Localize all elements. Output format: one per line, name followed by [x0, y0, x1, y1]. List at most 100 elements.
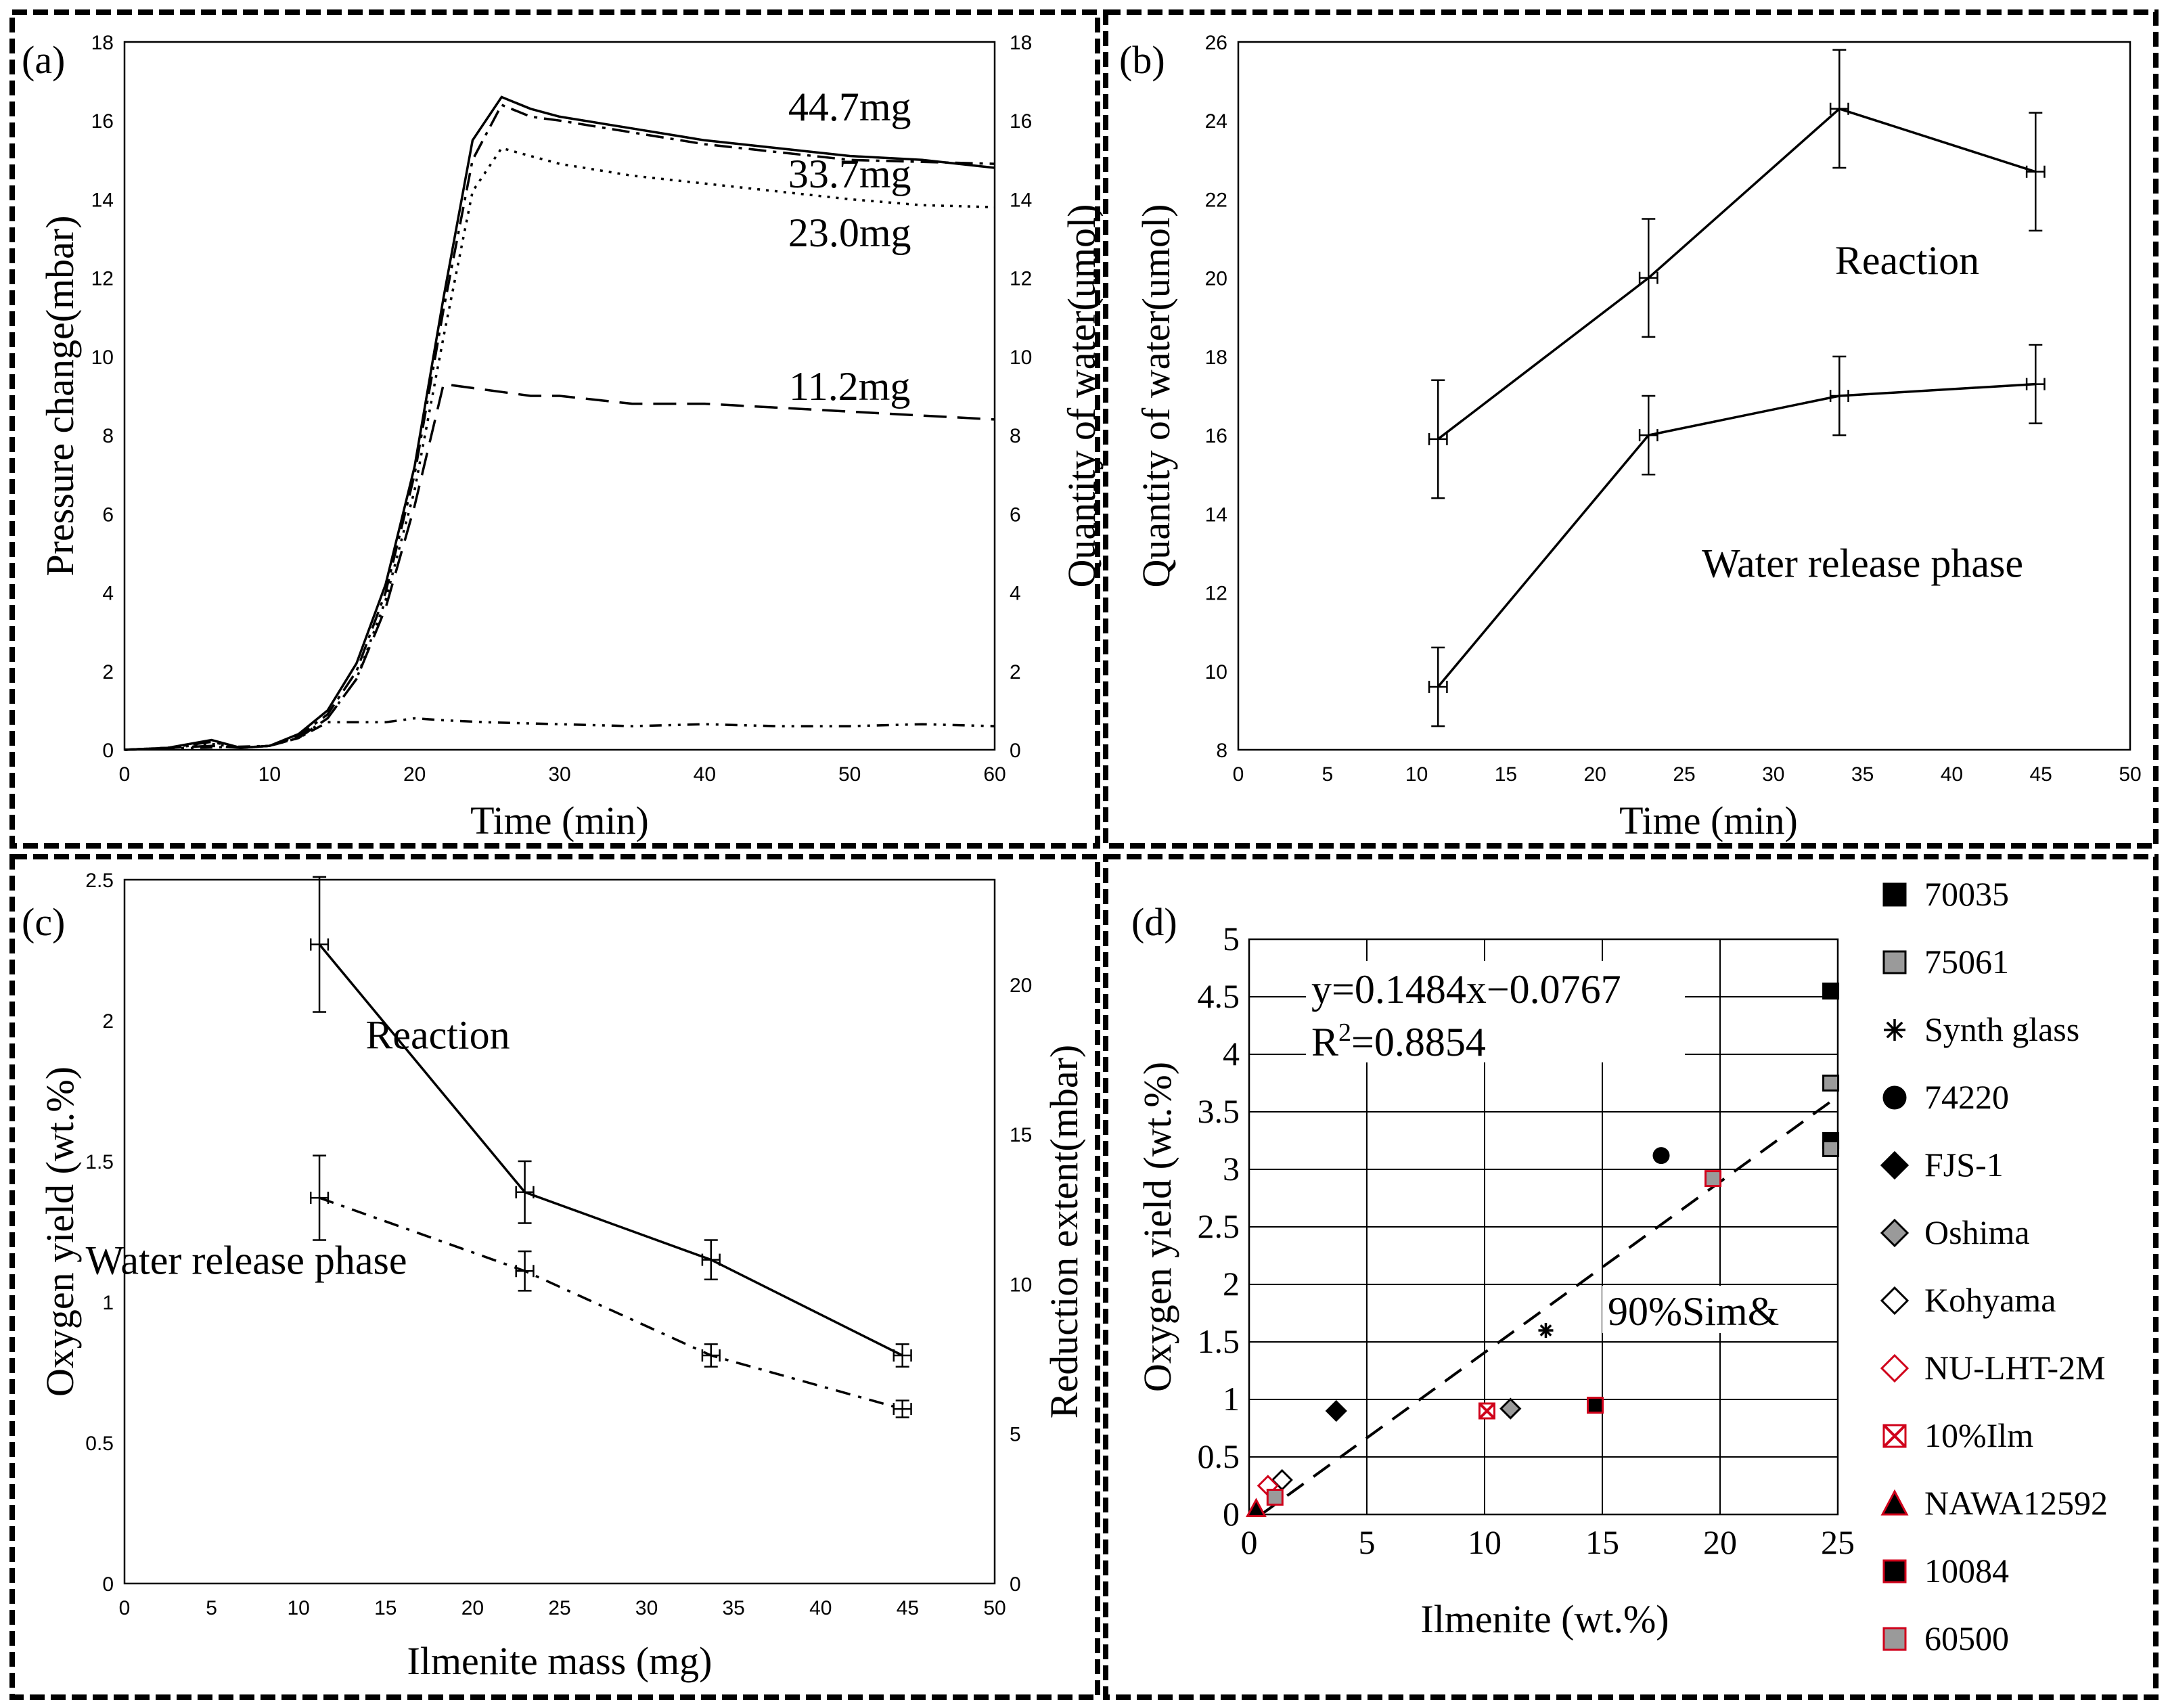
data-point-60500 [1266, 1489, 1284, 1506]
x-tick-label: 50 [2119, 763, 2141, 786]
x-tick-label: 45 [2030, 763, 2052, 786]
x-tick-label: 20 [461, 1597, 484, 1619]
fit-line [1260, 1098, 1834, 1516]
legend-marker [1880, 1489, 1909, 1516]
legend-item: 74220 [1882, 1078, 2009, 1116]
panel-d-y-ticks: 0 0.5 1 1.5 2 2.5 3 3.5 4 4.5 5 [1198, 920, 1240, 1533]
legend-label: NU-LHT-2M [1924, 1349, 2106, 1387]
y-tick-label: 3 [1223, 1150, 1240, 1188]
legend-marker [1882, 1085, 1907, 1110]
legend-marker [1880, 1218, 1910, 1248]
legend-item: NU-LHT-2M [1880, 1349, 2106, 1387]
legend-item: 10%Ilm [1882, 1416, 2033, 1454]
y-tick-label: 6 [102, 503, 114, 526]
x-tick-label: 10 [258, 763, 281, 786]
panel-a-y2label: Quantity of water(umol) [1060, 204, 1104, 588]
panel-a-ylabel: Pressure change(mbar) [38, 215, 82, 576]
legend-label: NAWA12592 [1924, 1484, 2108, 1522]
legend-item: 70035 [1882, 875, 2009, 913]
legend-label: 60500 [1924, 1619, 2009, 1657]
panel-b-label: (b) [1119, 38, 1165, 82]
y-tick-label: 14 [91, 189, 114, 211]
legend-marker [1882, 882, 1907, 907]
y-tick-label: 8 [1216, 740, 1227, 762]
x-tick-label: 40 [809, 1597, 832, 1619]
x-tick-label: 25 [1673, 763, 1695, 786]
legend-label: Synth glass [1924, 1010, 2079, 1048]
legend-item: NAWA12592 [1880, 1484, 2108, 1522]
panel-c-xlabel: Ilmenite mass (mg) [407, 1639, 712, 1683]
panel-d-frame [1103, 854, 2159, 1700]
legend-item: Synth glass [1884, 1010, 2079, 1048]
x-tick-label: 0 [119, 763, 131, 786]
y-tick-label: 1.5 [1198, 1322, 1240, 1360]
x-tick-label: 40 [1941, 763, 1963, 786]
x-tick-label: 50 [838, 763, 861, 786]
panel-b-series [1428, 49, 2046, 727]
data-point-NAWA12592 [1245, 1498, 1267, 1517]
data-point [515, 1250, 535, 1292]
x-tick-label: 5 [206, 1597, 217, 1619]
y-tick-label: 4 [1223, 1035, 1240, 1073]
r-squared-prefix: R [1311, 1020, 1338, 1064]
data-point-10%Ilm [1478, 1402, 1495, 1420]
y-tick-label: 14 [1205, 503, 1227, 526]
x-tick-label: 15 [1585, 1523, 1619, 1561]
y2-tick-label: 12 [1010, 268, 1032, 290]
panel-c-x-ticks: 0 5 10 15 20 25 30 35 40 45 50 [119, 1597, 1006, 1619]
data-point-75061 [1822, 1075, 1840, 1092]
x-tick-label: 45 [897, 1597, 919, 1619]
x-tick-label: 10 [1405, 763, 1428, 786]
data-point [309, 1154, 330, 1241]
x-tick-label: 20 [1703, 1523, 1737, 1561]
data-point-75061 [1822, 1140, 1840, 1157]
panel-d-x-ticks: 0 5 10 15 20 25 [1241, 1523, 1855, 1561]
series-line-2 [319, 1196, 903, 1410]
panel-d-legend: 70035 75061 Synth glass 74220 FJS-1 Oshima Koh… [1880, 875, 2108, 1657]
panel-b: (b) Time (min) Quantity of water(umol) 0… [1119, 32, 2142, 842]
legend-label: 74220 [1924, 1078, 2009, 1116]
y-tick-label: 12 [1205, 583, 1227, 605]
y2-tick-label: 8 [1010, 425, 1021, 447]
legend-marker [1880, 1353, 1910, 1383]
data-point [2025, 344, 2046, 424]
note-background [1602, 1286, 1819, 1333]
y-tick-label: 10 [91, 346, 114, 369]
y-tick-label: 20 [1205, 268, 1227, 290]
data-point [2025, 112, 2046, 232]
annotation: Reaction [1835, 238, 1979, 283]
legend-item: FJS-1 [1880, 1146, 2004, 1184]
data-point-Synth glass [1538, 1323, 1554, 1338]
panel-c-y2-ticks: 0 5 10 15 20 [1010, 974, 1032, 1596]
x-tick-label: 60 [983, 763, 1006, 786]
y-tick-label: 2.5 [1198, 1207, 1240, 1245]
panel-a-label: (a) [22, 38, 65, 82]
y-tick-label: 1 [102, 1292, 114, 1314]
legend-marker [1882, 1559, 1907, 1583]
y2-tick-label: 20 [1010, 974, 1032, 997]
x-tick-label: 40 [694, 763, 716, 786]
legend-item: 75061 [1882, 943, 2009, 981]
panel-b-xlabel: Time (min) [1619, 799, 1798, 842]
panel-d-xlabel: Ilmenite (wt.%) [1420, 1597, 1669, 1641]
series-line-5 [124, 717, 995, 751]
y-tick-label: 12 [91, 268, 114, 290]
legend-label: 75061 [1924, 943, 2009, 981]
series-line-2 [124, 103, 995, 751]
panel-a-xlabel: Time (min) [470, 799, 649, 842]
panel-a-series [124, 95, 995, 751]
panel-a-frame [9, 9, 1100, 849]
y-tick-label: 16 [1205, 425, 1227, 447]
x-tick-label: 10 [288, 1597, 310, 1619]
y-tick-label: 26 [1205, 32, 1227, 54]
legend-item: 60500 [1882, 1619, 2009, 1657]
y-tick-label: 0 [102, 1573, 114, 1596]
x-tick-label: 30 [1762, 763, 1784, 786]
x-tick-label: 0 [119, 1597, 131, 1619]
data-point [893, 1399, 912, 1418]
equation-background [1306, 961, 1685, 1062]
y-tick-label: 3.5 [1198, 1092, 1240, 1130]
y-tick-label: 1 [1223, 1380, 1240, 1418]
legend-marker [1880, 1286, 1910, 1316]
legend-label: FJS-1 [1924, 1146, 2004, 1184]
